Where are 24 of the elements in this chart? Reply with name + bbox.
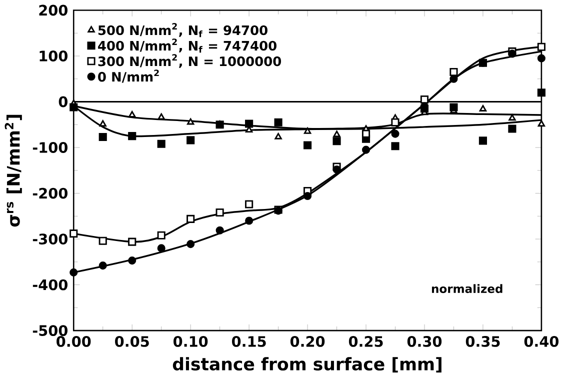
x-tick-label: 0.25 (348, 336, 383, 347)
x-tick-label: 0.30 (407, 336, 442, 347)
x-tick-label: 0.35 (466, 336, 500, 347)
legend-label: 400 N/mm$^{2}$, N$_{f}$ = 747400 (98, 38, 276, 52)
y-tick-label: -500 (32, 324, 68, 336)
legend-label: 500 N/mm$^{2}$, N$_{f}$ = 94700 (98, 22, 268, 37)
y-tick-label: 100 (40, 50, 68, 62)
y-tick-label: -300 (32, 233, 68, 244)
y-axis-title: σ$^{rs}$ [N/mm$^{2}$] (4, 114, 22, 227)
x-tick-label: 0.40 (524, 336, 559, 347)
y-tick-label: -400 (32, 279, 68, 290)
x-tick-label: 0.00 (56, 336, 91, 347)
x-tick-label: 0.15 (232, 336, 266, 347)
legend-label: 0 N/mm$^{2}$ (98, 69, 159, 83)
legend-label: 300 N/mm$^{2}$, N = 1000000 (98, 54, 282, 68)
annotation: normalized (432, 284, 502, 293)
x-tick-label: 0.05 (115, 336, 149, 347)
x-tick-label: 0.10 (174, 336, 208, 347)
y-tick-label: 0 (58, 96, 68, 108)
x-tick-label: 0.20 (290, 336, 325, 347)
x-axis-title: distance from surface [mm] (172, 356, 442, 372)
y-tick-label: -200 (32, 188, 68, 199)
y-tick-label: -100 (32, 142, 68, 153)
y-tick-label: 200 (39, 4, 68, 16)
